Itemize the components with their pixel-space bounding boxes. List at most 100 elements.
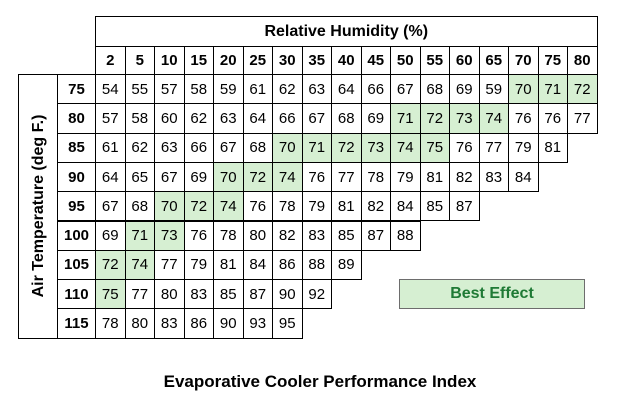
table-cell: 57 [95, 103, 126, 134]
table-cell: 82 [449, 161, 480, 193]
table-cell: 64 [95, 161, 126, 193]
humidity-header-cell: 20 [213, 46, 244, 75]
table-cell: 58 [124, 103, 155, 134]
table-cell: 83 [154, 308, 185, 339]
table-cell: 68 [124, 191, 155, 222]
best-effect-cell: 71 [301, 132, 332, 163]
table-cell: 68 [242, 132, 273, 163]
table-cell: 78 [272, 191, 303, 222]
table-cell: 83 [183, 279, 214, 310]
table-cell: 62 [124, 132, 155, 163]
humidity-header-cell: 40 [331, 46, 362, 75]
table-cell: 67 [213, 132, 244, 163]
humidity-header-cell: 30 [272, 46, 303, 75]
temperature-header-cell: 90 [57, 161, 96, 193]
best-effect-cell: 72 [183, 191, 214, 222]
best-effect-cell: 73 [449, 103, 480, 134]
table-cell: 93 [242, 308, 273, 339]
table-cell: 87 [449, 191, 480, 222]
table-cell: 87 [242, 279, 273, 310]
table-cell: 68 [331, 103, 362, 134]
table-cell: 85 [213, 279, 244, 310]
humidity-header-cell: 10 [154, 46, 185, 75]
table-cell: 77 [124, 279, 155, 310]
table-cell: 85 [331, 220, 362, 251]
table-cell: 83 [478, 161, 509, 193]
table-cell: 79 [508, 132, 539, 163]
table-cell: 69 [360, 103, 391, 134]
best-effect-cell: 72 [567, 74, 598, 105]
row-header: Air Temperature (deg F.) [29, 114, 47, 298]
table-cell: 67 [95, 191, 126, 222]
table-cell: 55 [124, 74, 155, 105]
best-effect-cell: 72 [331, 132, 362, 163]
table-cell: 80 [242, 220, 273, 251]
table-cell: 62 [272, 74, 303, 105]
humidity-header-cell: 55 [419, 46, 450, 75]
column-header: Relative Humidity (%) [95, 16, 598, 47]
table-cell: 66 [272, 103, 303, 134]
table-cell: 88 [390, 220, 421, 251]
best-effect-cell: 72 [419, 103, 450, 134]
table-cell: 65 [124, 161, 155, 193]
best-effect-cell: 73 [360, 132, 391, 163]
table-cell: 90 [213, 308, 244, 339]
table-cell: 78 [213, 220, 244, 251]
temperature-header-cell: 105 [57, 249, 96, 281]
best-effect-cell: 74 [213, 191, 244, 222]
temperature-header-cell: 85 [57, 132, 96, 163]
best-effect-cell: 70 [213, 161, 244, 193]
table-cell: 76 [183, 220, 214, 251]
table-cell: 63 [154, 132, 185, 163]
table-cell: 81 [213, 249, 244, 281]
table-cell: 82 [360, 191, 391, 222]
table-cell: 62 [183, 103, 214, 134]
table-cell: 80 [154, 279, 185, 310]
table-cell: 67 [154, 161, 185, 193]
table-cell: 85 [419, 191, 450, 222]
table-cell: 77 [478, 132, 509, 163]
table-cell: 77 [154, 249, 185, 281]
humidity-header-cell: 35 [301, 46, 332, 75]
table-cell: 78 [360, 161, 391, 193]
table-cell: 54 [95, 74, 126, 105]
table-cell: 64 [331, 74, 362, 105]
table-cell: 66 [360, 74, 391, 105]
best-effect-cell: 74 [124, 249, 155, 281]
table-cell: 60 [154, 103, 185, 134]
temperature-header-cell: 115 [57, 308, 96, 339]
best-effect-cell: 71 [537, 74, 568, 105]
table-cell: 68 [419, 74, 450, 105]
table-cell: 79 [301, 191, 332, 222]
best-effect-cell: 73 [154, 220, 185, 251]
table-cell: 87 [360, 220, 391, 251]
table-cell: 83 [301, 220, 332, 251]
table-cell: 79 [390, 161, 421, 193]
table-cell: 57 [154, 74, 185, 105]
table-cell: 59 [478, 74, 509, 105]
table-cell: 81 [537, 132, 568, 163]
table-cell: 64 [242, 103, 273, 134]
table-cell: 76 [242, 191, 273, 222]
table-cell: 76 [508, 103, 539, 134]
table-cell: 90 [272, 279, 303, 310]
legend-best-effect: Best Effect [399, 279, 585, 309]
best-effect-cell: 71 [390, 103, 421, 134]
table-cell: 84 [390, 191, 421, 222]
table-cell: 79 [183, 249, 214, 281]
temperature-header-cell: 80 [57, 103, 96, 134]
table-cell: 63 [213, 103, 244, 134]
table-cell: 81 [331, 191, 362, 222]
best-effect-cell: 75 [95, 279, 126, 310]
table-cell: 88 [301, 249, 332, 281]
best-effect-cell: 74 [478, 103, 509, 134]
humidity-header-cell: 25 [242, 46, 273, 75]
best-effect-cell: 74 [272, 161, 303, 193]
best-effect-cell: 70 [272, 132, 303, 163]
best-effect-cell: 75 [419, 132, 450, 163]
table-cell: 69 [95, 220, 126, 251]
table-cell: 63 [301, 74, 332, 105]
humidity-header-cell: 75 [537, 46, 568, 75]
humidity-header-cell: 15 [183, 46, 214, 75]
humidity-header-cell: 65 [478, 46, 509, 75]
